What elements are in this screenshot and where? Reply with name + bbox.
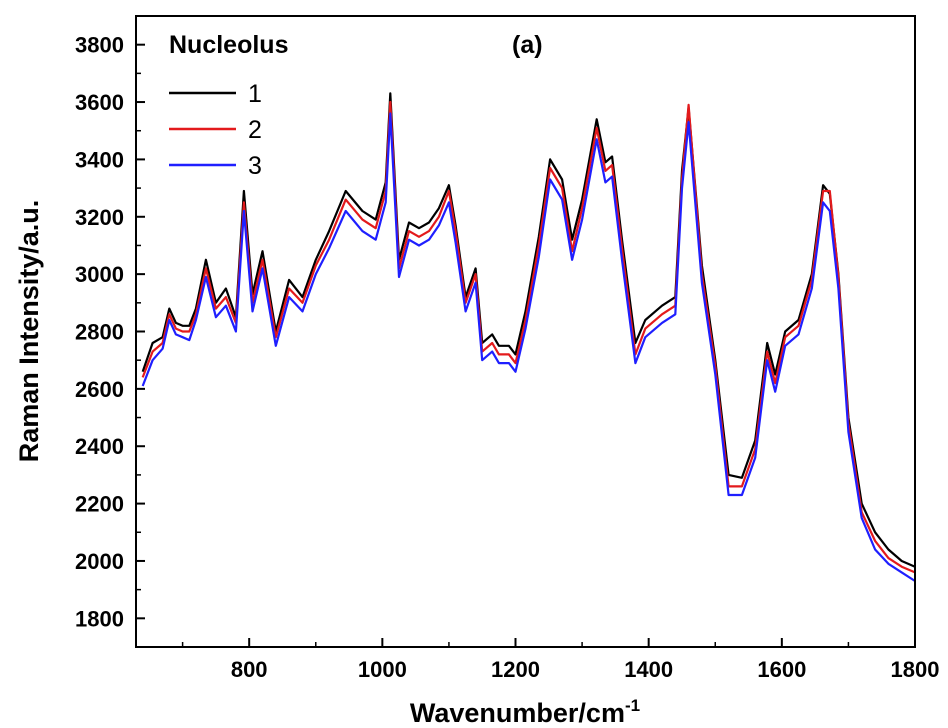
legend-entries: 1 2 3 [169,80,262,180]
y-tick-label: 3200 [75,205,124,230]
y-tick-label: 3800 [75,33,124,58]
legend-title: Nucleolus [169,31,288,59]
y-tick-label: 2800 [75,320,124,345]
x-axis-title: Wavenumber/cm-1 [410,696,640,728]
x-axis-title-superscript: -1 [625,696,640,715]
y-tick-label: 1800 [75,606,124,631]
x-tick-label: 800 [231,657,268,682]
x-tick-label: 1000 [358,657,407,682]
y-tick-label: 3600 [75,90,124,115]
series-line-3 [141,112,916,582]
legend-label-1: 1 [248,80,262,108]
x-tick-label: 1800 [891,657,940,682]
panel-label: (a) [512,31,543,59]
y-tick-label: 3000 [75,262,124,287]
series-layer [141,92,916,582]
legend: Nucleolus 1 2 3 [169,31,288,180]
y-tick-label: 3400 [75,147,124,172]
ticks-layer: 800 1000 1200 1400 1600 1800 1800 2000 2200 2400 2… [75,33,939,682]
legend-label-2: 2 [248,116,262,144]
x-tick-label: 1200 [491,657,540,682]
x-axis-title-main: Wavenumber/cm [410,698,625,728]
y-axis-title: Raman Intensity/a.u. [14,200,44,463]
y-tick-label: 2400 [75,434,124,459]
y-tick-label: 2000 [75,549,124,574]
y-tick-label: 2200 [75,492,124,517]
legend-label-3: 3 [248,152,262,180]
x-tick-label: 1400 [624,657,673,682]
x-tick-label: 1600 [757,657,806,682]
y-tick-label: 2600 [75,377,124,402]
